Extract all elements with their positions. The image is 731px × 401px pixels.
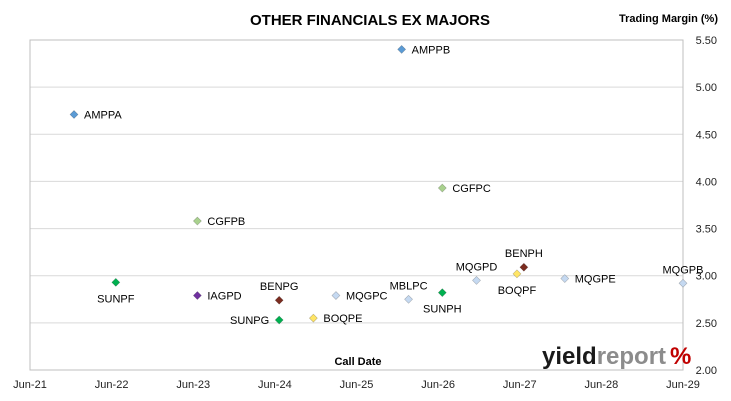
x-tick-label: Jun-28 [585,379,619,391]
x-tick-label: Jun-27 [503,379,537,391]
y-axis-title: Trading Margin (%) [619,13,718,25]
scatter-point-boqpf [512,269,522,279]
plot-area-border [29,39,684,371]
point-label-mqgpc: MQGPC [346,291,388,303]
scatter-point-mqgpb [678,278,688,288]
point-label-benpg: BENPG [260,281,299,293]
scatter-point-mqgpe [560,274,570,283]
point-label-cgfpb: CGFPB [207,216,245,228]
point-label-sunpg: SUNPG [230,315,269,327]
y-tick-label: 5.00 [696,82,717,94]
x-tick-label: Jun-22 [95,379,129,391]
y-tick-label: 4.50 [696,129,717,141]
scatter-point-benpg [274,295,284,305]
y-tick-label: 5.50 [696,35,717,47]
scatter-point-sunpf [111,277,121,287]
y-tick-label: 2.00 [696,365,717,377]
scatter-point-sunpg [274,315,284,325]
scatter-point-mqgpd [472,276,481,285]
scatter-point-boqpe [308,313,318,323]
point-label-amppb: AMPPB [412,44,451,56]
x-tick-label: Jun-21 [13,379,47,391]
point-label-benph: BENPH [505,248,543,260]
x-tick-label: Jun-26 [421,379,455,391]
x-axis-title: Call Date [334,356,381,368]
y-tick-label: 2.50 [696,318,717,330]
x-tick-label: Jun-25 [340,379,374,391]
data-point-labels: AMPPA AMPPB CGFPB CGFPC SUNPF IAGPD BENPG SUNPG… [84,44,703,327]
point-label-boqpe: BOQPE [323,313,362,325]
point-label-mqgpb: MQGPB [663,264,704,276]
scatter-point-mblpc [404,294,413,304]
scatter-point-cgfpb [192,216,202,226]
x-tick-label: Jun-23 [176,379,210,391]
y-tick-label: 3.00 [696,271,717,283]
scatter-point-mqgpc [331,291,341,300]
point-label-iagpd: IAGPD [207,291,241,303]
logo-percent-icon: % [670,343,691,370]
y-tick-label: 4.00 [696,176,717,188]
logo-text-yield: yield [542,343,597,370]
logo-text-report: report [597,343,666,370]
data-points [69,45,688,325]
scatter-point-amppb [397,45,407,54]
y-axis-ticks: 2.00 2.50 3.00 3.50 4.00 4.50 5.00 5.50 [696,35,717,377]
point-label-sunpf: SUNPF [97,293,135,305]
point-label-mqgpd: MQGPD [456,261,498,273]
scatter-point-iagpd [192,291,202,300]
point-label-mblpc: MBLPC [390,280,428,292]
scatter-point-benph [519,262,529,272]
y-tick-label: 3.50 [696,224,717,236]
x-tick-label: Jun-29 [666,379,700,391]
svg-text:yieldreport: yieldreport [542,343,666,370]
point-label-amppa: AMPPA [84,109,122,121]
point-label-cgfpc: CGFPC [452,183,491,195]
point-label-sunph: SUNPH [423,304,462,316]
x-tick-label: Jun-24 [258,379,292,391]
point-label-boqpf: BOQPF [498,285,537,297]
x-axis-ticks: Jun-21 Jun-22 Jun-23 Jun-24 Jun-25 Jun-26 Jun-… [13,379,700,391]
chart-title: OTHER FINANCIALS EX MAJORS [250,12,490,29]
point-label-mqgpe: MQGPE [575,274,616,286]
scatter-point-amppa [69,110,79,119]
yieldreport-logo: yieldreport % [542,343,691,370]
scatter-point-sunph [437,288,447,298]
scatter-point-cgfpc [437,183,447,193]
gridlines [30,86,683,324]
